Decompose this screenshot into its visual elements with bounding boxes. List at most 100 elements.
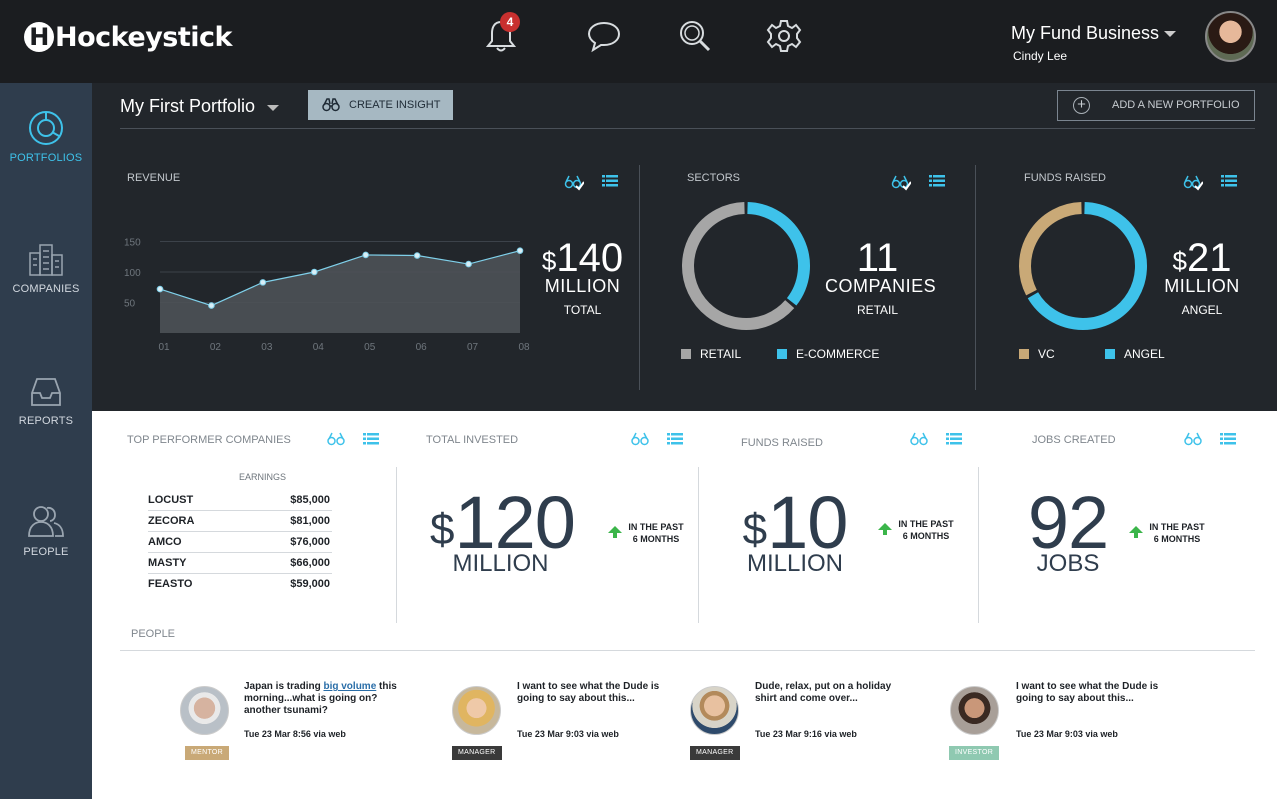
currency-symbol: $ <box>1172 246 1187 276</box>
donut-slice <box>747 202 810 306</box>
table-row[interactable]: MASTY $66,000 <box>148 553 332 574</box>
legend-item: RETAIL <box>681 347 741 361</box>
total-invested-title: TOTAL INVESTED <box>426 434 519 446</box>
create-insight-label: CREATE INSIGHT <box>349 99 441 111</box>
add-portfolio-button[interactable]: + ADD A NEW PORTFOLIO <box>1057 90 1255 121</box>
sidebar-item-portfolios[interactable]: PORTFOLIOS <box>0 110 92 164</box>
insight-binoculars-icon[interactable] <box>564 174 585 191</box>
total-invested-kpi: $120 MILLION <box>420 486 585 578</box>
x-tick-label: 05 <box>364 342 376 353</box>
insight-binoculars-icon[interactable] <box>891 174 912 191</box>
y-tick-label: 150 <box>124 238 141 249</box>
people-icon <box>28 506 64 537</box>
up-arrow-icon <box>878 523 892 530</box>
revenue-area <box>160 250 520 333</box>
list-icon[interactable] <box>946 432 963 446</box>
search-icon[interactable] <box>674 16 714 56</box>
chevron-down-icon[interactable] <box>267 105 279 111</box>
sidebar-item-companies[interactable]: COMPANIES <box>0 241 92 295</box>
total-invested-unit: MILLION <box>452 550 549 577</box>
binoculars-icon[interactable] <box>1184 432 1202 446</box>
person-avatar[interactable] <box>452 686 501 735</box>
message-link[interactable]: big volume <box>323 681 377 692</box>
donut-slice <box>682 202 795 330</box>
chevron-down-icon[interactable] <box>1164 31 1176 37</box>
table-row[interactable]: FEASTO $59,000 <box>148 574 332 595</box>
person-message: I want to see what the Dude is going to … <box>1016 681 1176 705</box>
people-title: PEOPLE <box>131 628 176 640</box>
table-row[interactable]: ZECORA $81,000 <box>148 511 332 532</box>
list-icon[interactable] <box>929 174 946 188</box>
divider <box>120 128 1255 129</box>
company-earnings: $85,000 <box>290 494 330 506</box>
up-arrow-icon <box>608 526 622 533</box>
company-earnings: $59,000 <box>290 578 330 590</box>
trend-line-2: 6 MONTHS <box>1153 534 1201 544</box>
jobs-created-unit: JOBS <box>1036 550 1100 577</box>
table-row[interactable]: AMCO $76,000 <box>148 532 332 553</box>
legend-label: E-COMMERCE <box>796 347 880 361</box>
trend-label: IN THE PAST 6 MONTHS <box>1147 521 1207 545</box>
funds-top-actions <box>1183 174 1251 192</box>
list-icon[interactable] <box>363 432 380 446</box>
settings-gear-icon[interactable] <box>764 16 804 56</box>
trend-label: IN THE PAST 6 MONTHS <box>896 518 956 542</box>
legend-swatch <box>1019 349 1029 359</box>
company-name: FEASTO <box>148 578 193 590</box>
person-avatar[interactable] <box>690 686 739 735</box>
data-point <box>413 252 421 259</box>
binoculars-icon[interactable] <box>910 432 928 446</box>
sidebar-item-label: PEOPLE <box>23 546 69 558</box>
portfolio-selector[interactable]: My First Portfolio <box>120 96 256 116</box>
person-avatar[interactable] <box>950 686 999 735</box>
revenue-actions <box>564 174 632 192</box>
list-icon[interactable] <box>1221 174 1238 188</box>
message-timestamp: Tue 23 Mar 9:03 via web <box>517 729 619 739</box>
jobs-created-kpi: 92 JOBS <box>1018 486 1118 578</box>
sidebar-item-reports[interactable]: REPORTS <box>0 373 92 427</box>
sidebar-item-label: PORTFOLIOS <box>9 152 83 164</box>
chat-icon[interactable] <box>584 16 624 56</box>
jobs-created-value: 92 <box>1027 481 1109 564</box>
list-icon[interactable] <box>1220 432 1237 446</box>
table-row[interactable]: LOCUST $85,000 <box>148 490 332 511</box>
trend-line-2: 6 MONTHS <box>902 531 950 541</box>
divider <box>978 467 979 623</box>
revenue-value: 140 <box>556 236 624 280</box>
sectors-actions <box>891 174 959 192</box>
list-icon[interactable] <box>602 174 619 188</box>
account-name[interactable]: My Fund Business <box>1011 23 1160 43</box>
x-tick-label: 06 <box>416 342 428 353</box>
trend-line-1: IN THE PAST <box>898 519 954 529</box>
company-earnings: $66,000 <box>290 557 330 569</box>
sectors-total: 11 COMPANIES RETAIL <box>825 236 936 317</box>
sidebar-item-people[interactable]: PEOPLE <box>0 504 92 558</box>
funds-raised-kpi: $10 MILLION <box>730 486 860 578</box>
sidebar: PORTFOLIOS COMPANIES REPORTS PEOPLE <box>0 83 92 799</box>
role-badge: MENTOR <box>185 746 230 760</box>
up-arrow-stem <box>883 530 887 535</box>
revenue-title: REVENUE <box>127 172 181 184</box>
binoculars-icon[interactable] <box>327 432 345 446</box>
insight-binoculars-icon[interactable] <box>1183 174 1204 191</box>
trend-line-2: 6 MONTHS <box>632 534 680 544</box>
revenue-sub: TOTAL <box>563 303 602 317</box>
person-avatar[interactable] <box>180 686 229 735</box>
earnings-column-header: EARNINGS <box>238 472 286 482</box>
avatar[interactable] <box>1205 11 1256 62</box>
trend-line-1: IN THE PAST <box>1149 522 1205 532</box>
binoculars-icon[interactable] <box>631 432 649 446</box>
x-tick-label: 02 <box>210 342 222 353</box>
x-tick-label: 03 <box>261 342 273 353</box>
sectors-donut-chart <box>682 202 810 330</box>
total-invested-actions <box>631 432 697 450</box>
message-timestamp: Tue 23 Mar 9:16 via web <box>755 729 857 739</box>
hockeystick-logo[interactable]: H Hockeystick <box>24 22 233 53</box>
up-arrow-icon <box>1129 526 1143 533</box>
company-name: LOCUST <box>148 494 194 506</box>
create-insight-button[interactable]: CREATE INSIGHT <box>308 90 453 120</box>
top-performers-title: TOP PERFORMER COMPANIES <box>127 434 291 446</box>
data-point <box>362 251 370 259</box>
up-arrow-stem <box>1134 533 1138 538</box>
list-icon[interactable] <box>667 432 684 446</box>
